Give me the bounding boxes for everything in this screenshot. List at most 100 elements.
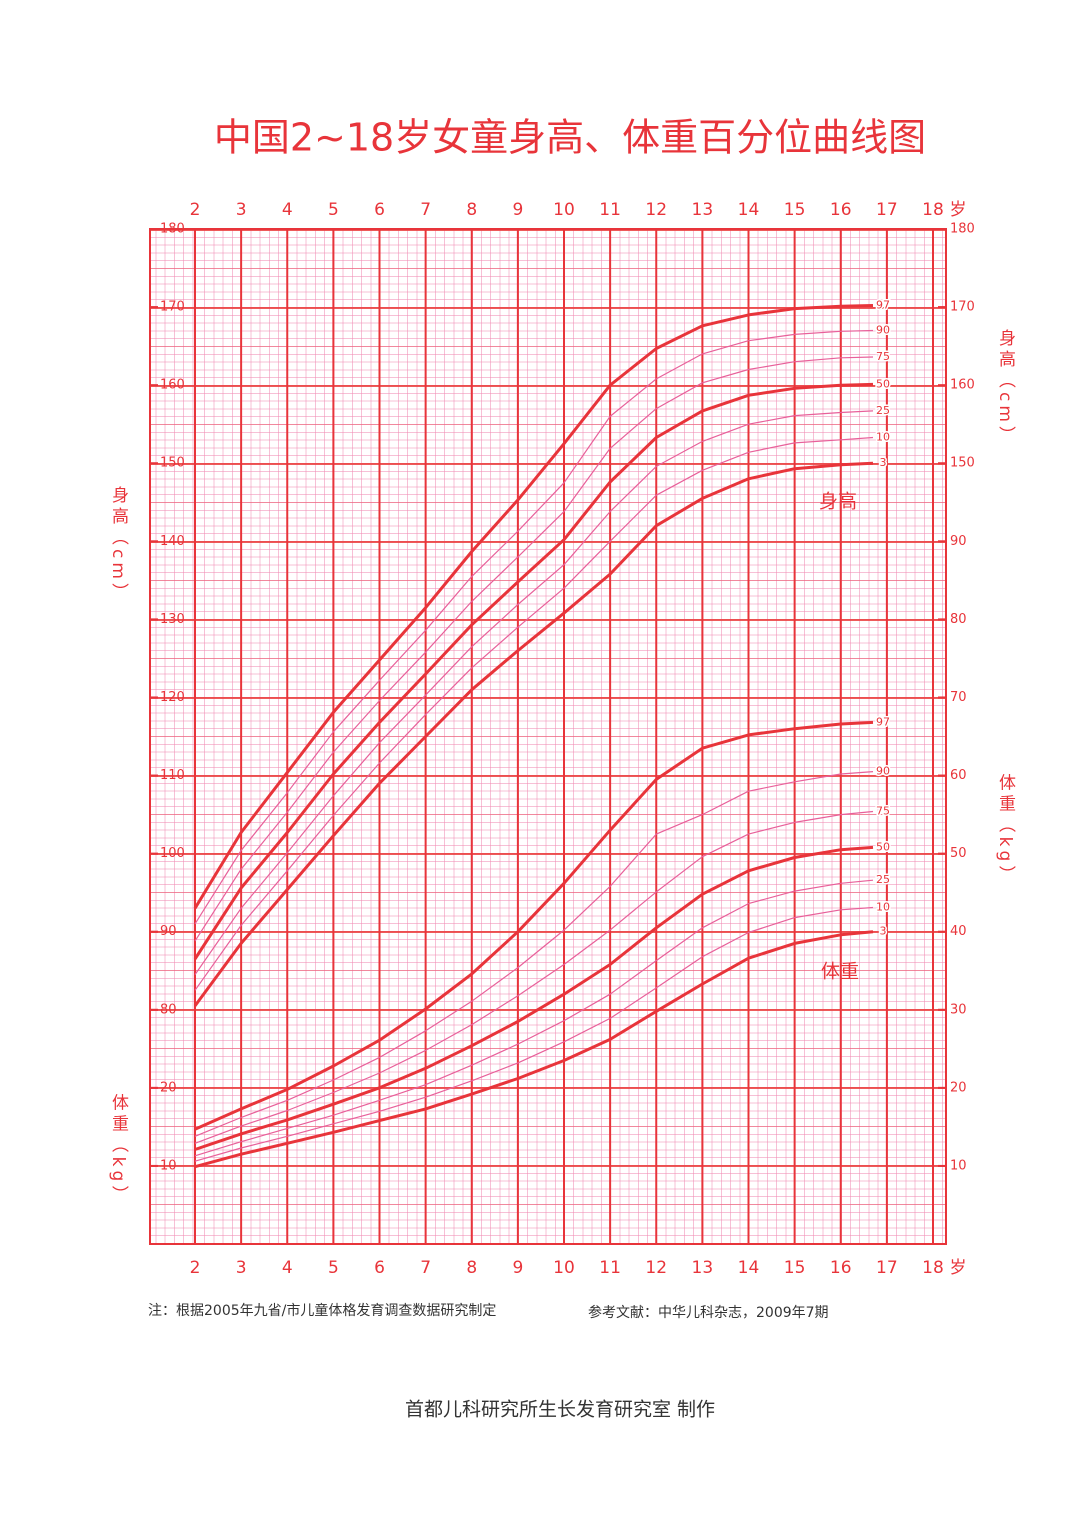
percentile-label: 25 bbox=[876, 404, 890, 417]
plot-frame bbox=[149, 228, 947, 1245]
percentile-line bbox=[194, 329, 874, 925]
y2-tick-label: 40 bbox=[950, 924, 967, 939]
y2-tick-label: 50 bbox=[950, 846, 967, 861]
percentile-label: 25 bbox=[876, 873, 890, 886]
x-tick-label: 14 bbox=[738, 1258, 760, 1278]
percentile-label: 3 bbox=[880, 925, 887, 938]
x-tick-label: 4 bbox=[282, 1258, 293, 1278]
x-tick-label: 9 bbox=[512, 200, 523, 220]
x-tick-label: 8 bbox=[466, 1258, 477, 1278]
x-axis-title: 岁 bbox=[950, 1258, 967, 1278]
y-tick-label: 170 bbox=[160, 300, 185, 315]
x-tick-label: 16 bbox=[830, 1258, 852, 1278]
x-tick-label: 3 bbox=[236, 1258, 247, 1278]
y2-axis-title: 体重（kg） bbox=[995, 774, 1016, 887]
annotation: 身高 bbox=[819, 491, 857, 513]
x-tick-label: 8 bbox=[466, 200, 477, 220]
x-tick-label: 6 bbox=[374, 1258, 385, 1278]
percentile-line bbox=[194, 771, 874, 1137]
y-tick-label: 20 bbox=[160, 1080, 177, 1095]
percentile-label: 97 bbox=[876, 299, 890, 312]
note: 注：根据2005年九省/市儿童体格发育调查数据研究制定 bbox=[148, 1302, 496, 1319]
y-axis-title: 身高（cm） bbox=[108, 486, 129, 604]
percentile-label: 90 bbox=[876, 765, 890, 778]
y-tick-label: 140 bbox=[160, 534, 185, 549]
percentile-line bbox=[194, 906, 874, 1162]
y2-tick-label: 90 bbox=[950, 534, 967, 549]
x-tick-label: 15 bbox=[784, 200, 806, 220]
percentile-label: 50 bbox=[876, 840, 890, 853]
x-tick-label: 15 bbox=[784, 1258, 806, 1278]
percentile-label: 97 bbox=[876, 715, 890, 728]
y2-tick-label: 10 bbox=[950, 1158, 967, 1173]
x-tick-label: 6 bbox=[374, 200, 385, 220]
percentile-line bbox=[193, 304, 874, 910]
chart-title: 中国2~18岁女童身高、体重百分位曲线图 bbox=[214, 116, 926, 160]
y2-tick-label: 30 bbox=[950, 1002, 967, 1017]
y-tick-label: 150 bbox=[160, 456, 185, 471]
percentile-line bbox=[194, 810, 874, 1144]
percentile-label: 50 bbox=[876, 377, 890, 390]
y-tick-label: 90 bbox=[160, 924, 177, 939]
percentile-label: 75 bbox=[876, 350, 890, 363]
percentile-line bbox=[194, 410, 874, 975]
percentile-line bbox=[194, 879, 874, 1157]
y2-tick-label: 170 bbox=[950, 300, 975, 315]
percentile-line bbox=[193, 461, 874, 1007]
y-tick-label: 100 bbox=[160, 846, 185, 861]
x-tick-label: 12 bbox=[645, 1258, 667, 1278]
y-axis-title: 体重（kg） bbox=[108, 1094, 129, 1207]
x-tick-label: 11 bbox=[599, 1258, 621, 1278]
reference: 参考文献：中华儿科杂志，2009年7期 bbox=[588, 1304, 829, 1321]
x-tick-label: 11 bbox=[599, 200, 621, 220]
percentile-line bbox=[194, 930, 874, 1169]
y-tick-label: 180 bbox=[160, 222, 185, 237]
y-tick-label: 130 bbox=[160, 612, 185, 627]
footer: 首都儿科研究所生长发育研究室 制作 bbox=[405, 1399, 715, 1421]
x-tick-label: 17 bbox=[876, 200, 898, 220]
y2-tick-label: 180 bbox=[950, 222, 975, 237]
percentile-line bbox=[193, 382, 874, 960]
x-tick-label: 10 bbox=[553, 1258, 575, 1278]
x-tick-label: 2 bbox=[190, 200, 201, 220]
y2-tick-label: 160 bbox=[950, 378, 975, 393]
y-tick-label: 160 bbox=[160, 378, 185, 393]
x-tick-label: 5 bbox=[328, 200, 339, 220]
y2-tick-label: 20 bbox=[950, 1080, 967, 1095]
x-tick-label: 2 bbox=[190, 1258, 201, 1278]
percentile-label: 75 bbox=[876, 804, 890, 817]
y-tick-label: 110 bbox=[160, 768, 185, 783]
percentile-line bbox=[194, 356, 874, 942]
x-tick-label: 9 bbox=[512, 1258, 523, 1278]
percentile-line bbox=[194, 720, 874, 1131]
y2-tick-label: 60 bbox=[950, 768, 967, 783]
percentile-line bbox=[194, 845, 874, 1151]
percentile-label: 3 bbox=[880, 456, 887, 469]
y2-axis-title: 身高（cm） bbox=[995, 329, 1016, 447]
y-tick-label: 10 bbox=[160, 1158, 177, 1173]
x-tick-label: 10 bbox=[553, 200, 575, 220]
x-tick-label: 7 bbox=[420, 1258, 431, 1278]
x-tick-label: 7 bbox=[420, 200, 431, 220]
x-tick-label: 18 bbox=[922, 200, 944, 220]
x-tick-label: 13 bbox=[692, 200, 714, 220]
percentile-line bbox=[194, 436, 874, 991]
percentile-label: 10 bbox=[876, 900, 890, 913]
grid-paper bbox=[150, 229, 946, 1244]
percentile-label: 90 bbox=[876, 324, 890, 337]
y2-tick-label: 70 bbox=[950, 690, 967, 705]
x-tick-label: 4 bbox=[282, 200, 293, 220]
y2-tick-label: 80 bbox=[950, 612, 967, 627]
percentile-label: 10 bbox=[876, 430, 890, 443]
x-tick-label: 3 bbox=[236, 200, 247, 220]
x-tick-label: 5 bbox=[328, 1258, 339, 1278]
y2-tick-label: 150 bbox=[950, 456, 975, 471]
x-tick-label: 17 bbox=[876, 1258, 898, 1278]
y-tick-label: 120 bbox=[160, 690, 185, 705]
x-tick-label: 18 bbox=[922, 1258, 944, 1278]
x-tick-label: 14 bbox=[738, 200, 760, 220]
x-tick-label: 13 bbox=[692, 1258, 714, 1278]
x-tick-label: 12 bbox=[645, 200, 667, 220]
